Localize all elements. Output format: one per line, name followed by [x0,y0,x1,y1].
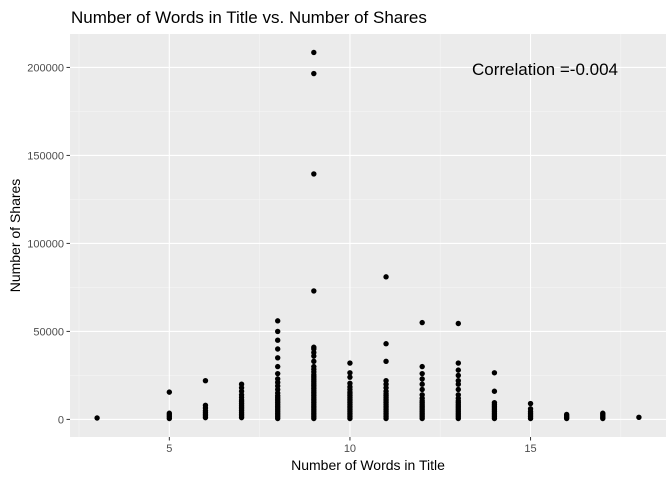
data-point [166,410,173,416]
data-point [347,370,353,376]
data-point [455,386,462,393]
data-point [311,49,317,56]
y-tick-label: 200000 [27,62,64,74]
y-axis-ticks: 0 50000 100000 150000 200000 [27,62,70,426]
data-point [274,370,281,377]
x-axis-title: Number of Words in Title [291,457,445,473]
data-point [347,360,353,366]
y-tick-label: 0 [58,414,64,426]
data-point [419,392,425,398]
data-point [238,381,245,387]
data-point [311,171,317,177]
correlation-annotation: Correlation =-0.004 [472,60,618,79]
data-point [274,376,281,382]
data-point [455,367,462,373]
x-tick-label: 10 [344,443,356,455]
data-point [311,70,317,77]
data-point [311,358,317,365]
data-point [527,400,534,407]
y-tick-label: 100000 [27,238,64,250]
data-point [202,402,209,409]
data-point [202,377,209,384]
data-point [383,274,389,280]
data-point [455,320,462,327]
data-point [527,406,534,412]
data-point [419,376,425,382]
data-point [311,344,317,350]
data-point [347,374,353,380]
data-point [491,388,498,394]
data-point [419,386,425,393]
data-point [311,288,317,294]
plot-panel [70,34,666,437]
data-point [274,346,281,352]
data-point [347,380,353,387]
major-gridlines [70,34,666,437]
data-point [383,358,389,365]
y-tick-label: 50000 [33,326,64,338]
data-point [274,337,281,343]
data-point [274,355,281,361]
data-point [274,318,281,324]
data-point [455,377,462,384]
data-points [94,49,642,422]
data-point [311,363,317,370]
data-point [419,363,425,370]
data-point [600,410,606,416]
data-point [166,389,173,395]
x-tick-label: 15 [524,443,536,455]
chart-title: Number of Words in Title vs. Number of S… [71,8,427,27]
data-point [94,415,100,421]
data-point [419,381,425,387]
x-axis-ticks: 5 10 15 [166,437,537,455]
data-point [274,363,281,370]
data-point [383,377,389,384]
data-point [455,392,462,398]
data-point [455,372,462,379]
data-point [491,370,498,376]
x-tick-label: 5 [166,443,172,455]
data-point [419,319,425,326]
y-tick-label: 150000 [27,150,64,162]
data-point [383,341,389,347]
data-point [419,370,425,377]
data-point [491,399,498,406]
data-point [563,411,570,418]
data-point [455,360,462,366]
y-axis-title: Number of Shares [7,179,23,293]
data-point [274,328,281,335]
data-point [636,414,642,420]
